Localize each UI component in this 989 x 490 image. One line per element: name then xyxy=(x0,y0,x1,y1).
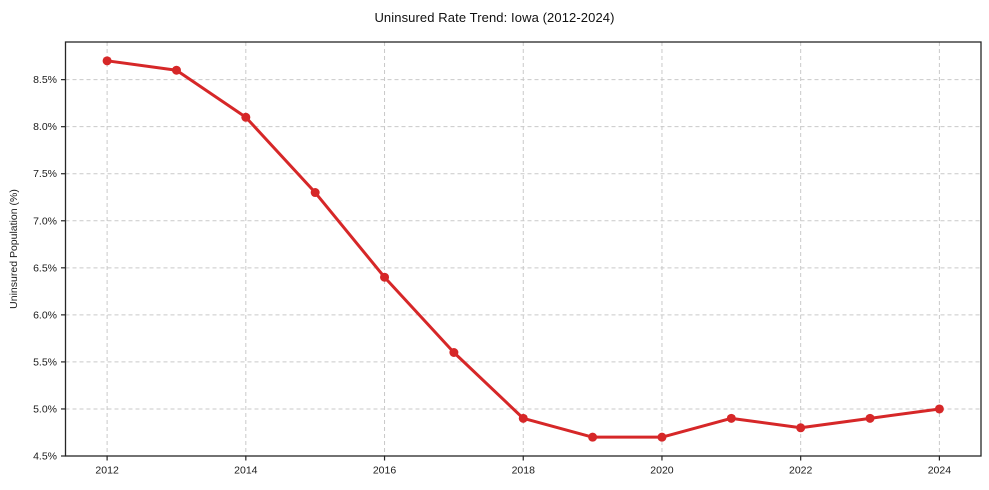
y-tick-label: 7.5% xyxy=(33,168,57,180)
x-tick-label: 2014 xyxy=(234,465,258,477)
y-tick-label: 8.5% xyxy=(33,74,57,86)
y-tick-label: 8.0% xyxy=(33,121,57,133)
data-point xyxy=(171,65,181,75)
x-tick-label: 2022 xyxy=(789,465,813,477)
x-tick-label: 2020 xyxy=(650,465,674,477)
y-tick-label: 5.5% xyxy=(33,356,57,368)
data-point xyxy=(310,188,320,198)
x-tick-label: 2018 xyxy=(512,465,536,477)
plot-border xyxy=(64,41,982,457)
data-point xyxy=(102,56,112,66)
data-point xyxy=(726,413,736,423)
y-tick-label: 7.0% xyxy=(33,215,57,227)
data-point xyxy=(588,432,598,442)
y-tick-label: 5.0% xyxy=(33,403,57,415)
x-tick-label: 2012 xyxy=(95,465,119,477)
data-point xyxy=(657,432,667,442)
data-point xyxy=(865,413,875,423)
data-point xyxy=(449,348,459,357)
y-tick-label: 6.0% xyxy=(33,309,57,321)
data-point xyxy=(934,404,944,414)
y-tick-label: 4.5% xyxy=(33,451,57,463)
data-point xyxy=(241,112,251,122)
chart-title: Uninsured Rate Trend: Iowa (2012-2024) xyxy=(374,10,615,25)
data-point xyxy=(380,272,390,282)
x-tick-label: 2016 xyxy=(373,465,397,477)
y-tick-label: 6.5% xyxy=(33,262,57,274)
data-point xyxy=(796,423,806,433)
x-tick-label: 2024 xyxy=(928,465,952,477)
data-point xyxy=(518,413,528,423)
